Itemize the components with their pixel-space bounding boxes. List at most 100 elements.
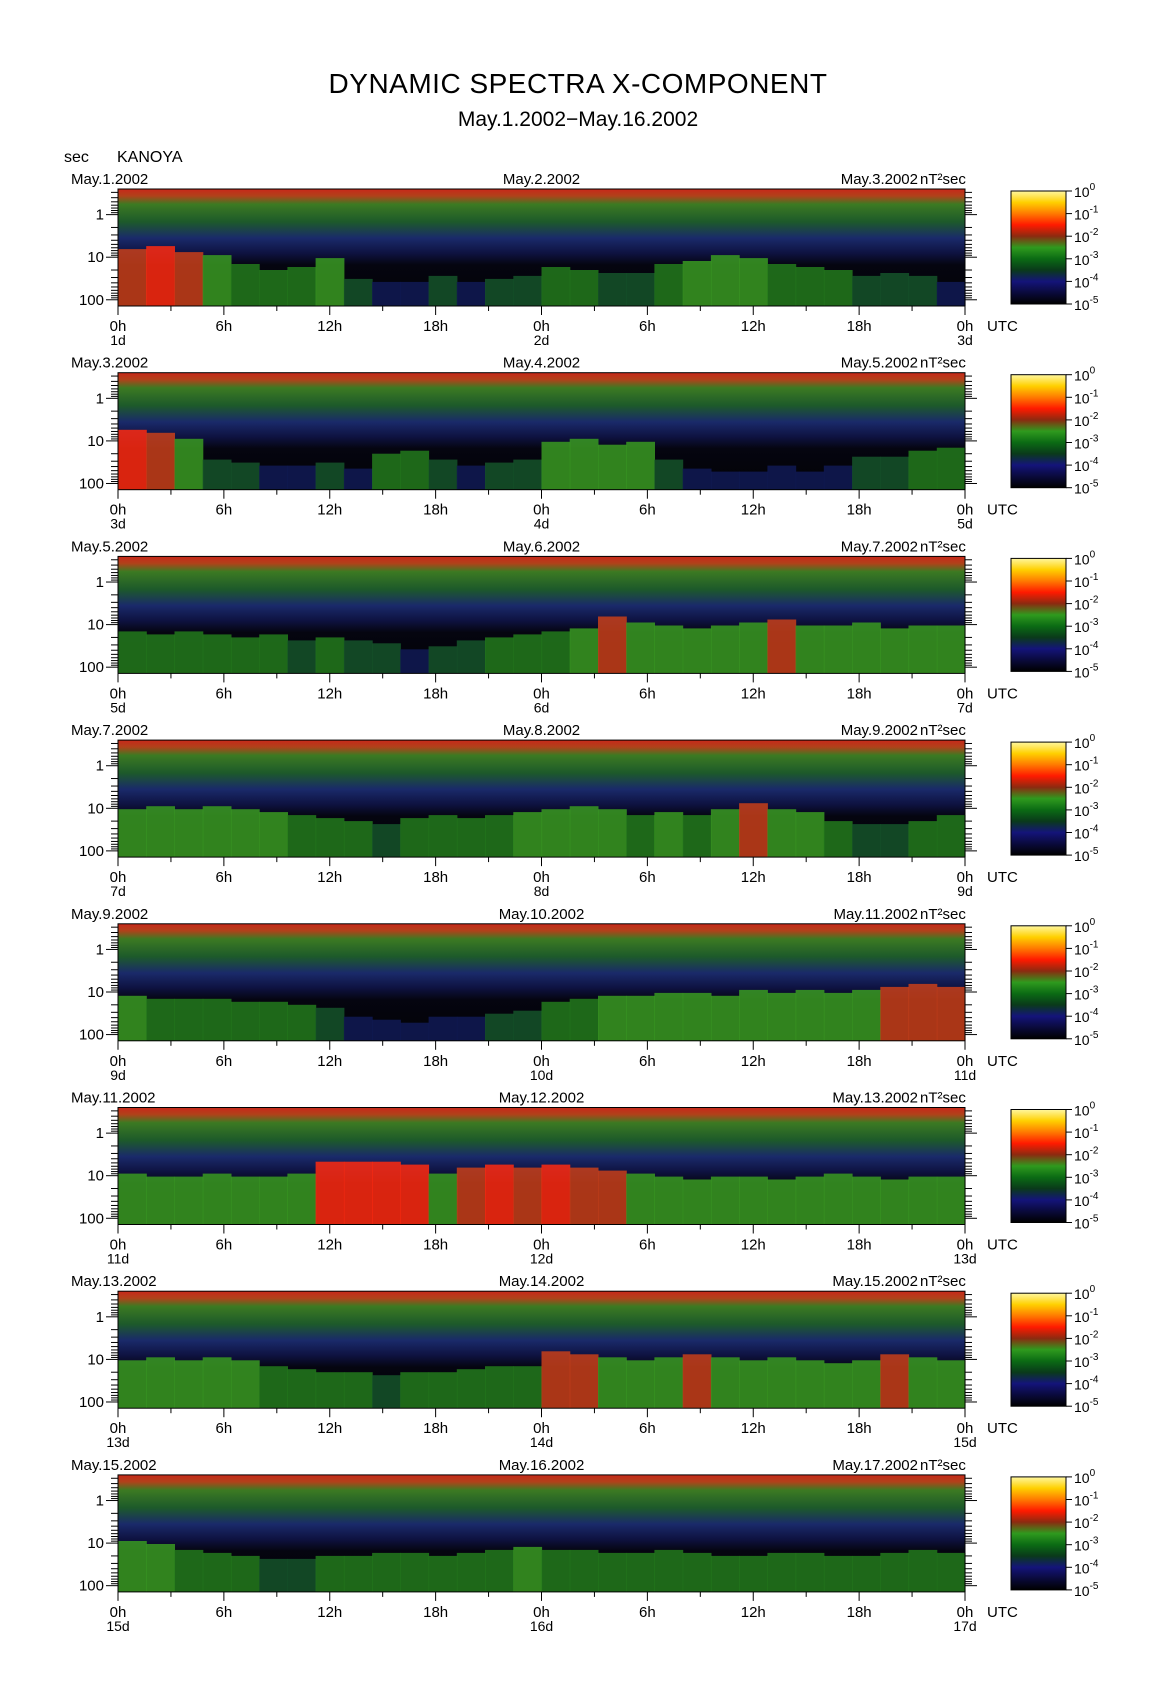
colorbar-tick-label: 10-5 xyxy=(1074,846,1099,864)
activity-cell xyxy=(146,432,175,490)
x-tick-label: 12h xyxy=(741,869,766,886)
x-tick-label: 0h xyxy=(533,1604,550,1621)
chart-subtitle: May.1.2002−May.16.2002 xyxy=(457,108,699,131)
colorbar xyxy=(1010,190,1067,305)
activity-cell xyxy=(936,815,966,858)
activity-cell xyxy=(739,258,768,306)
day-label: 13d xyxy=(953,1251,976,1267)
activity-cell xyxy=(343,821,373,858)
activity-cell xyxy=(202,1173,232,1225)
activity-cell xyxy=(908,625,938,674)
x-tick-label: 0h xyxy=(957,1420,974,1437)
utc-label: UTC xyxy=(987,502,1018,519)
activity-cell xyxy=(541,1001,571,1041)
activity-cell xyxy=(513,1546,543,1592)
activity-cell xyxy=(315,637,345,674)
colorbar-unit-label: nT²sec xyxy=(920,906,966,923)
colorbar-tick-label: 10-3 xyxy=(1074,617,1099,635)
x-tick-label: 12h xyxy=(317,869,342,886)
activity-cell xyxy=(174,438,204,490)
x-tick-label: 0h xyxy=(957,1053,974,1070)
activity-cell xyxy=(230,264,260,306)
colorbar xyxy=(1010,925,1067,1040)
activity-cell xyxy=(118,1173,147,1225)
x-tick-label: 18h xyxy=(847,318,872,335)
activity-cell xyxy=(795,812,825,858)
activity-cell xyxy=(767,264,797,306)
activity-cell xyxy=(908,275,938,306)
day-label: 14d xyxy=(530,1434,553,1450)
activity-cell xyxy=(456,818,486,858)
date-label-left: May.7.2002 xyxy=(71,722,148,739)
colorbar-tick-label: 10-3 xyxy=(1074,1536,1099,1554)
activity-cell xyxy=(174,1176,204,1225)
x-tick-label: 18h xyxy=(423,1053,448,1070)
activity-cell xyxy=(569,1549,599,1592)
x-tick-label: 0h xyxy=(110,1420,127,1437)
colorbar-tick-label: 100 xyxy=(1074,182,1096,200)
activity-cell xyxy=(118,1541,147,1592)
activity-cell xyxy=(739,803,768,858)
y-tick-label: 100 xyxy=(79,843,104,860)
colorbar-tick-label: 10-5 xyxy=(1074,1397,1099,1415)
date-label-left: May.11.2002 xyxy=(71,1090,156,1107)
x-tick-label: 12h xyxy=(317,502,342,519)
y-tick-label: 1 xyxy=(96,207,104,224)
chart-title: DYNAMIC SPECTRA X-COMPONENT xyxy=(328,68,828,99)
spectrogram-panel: 1 10 100 0h 6h 12h 18h 0h 6h 12h 18h 0h UTC 13d 14d 15d… xyxy=(71,1273,1099,1450)
activity-cell xyxy=(682,1354,712,1409)
colorbar-tick-label: 10-1 xyxy=(1074,1307,1099,1325)
activity-cell xyxy=(428,275,458,306)
day-label: 6d xyxy=(534,699,550,715)
colorbar-tick-label: 100 xyxy=(1074,917,1096,935)
day-label: 17d xyxy=(953,1618,976,1634)
activity-cell xyxy=(146,998,175,1041)
activity-cell xyxy=(202,998,232,1041)
activity-cell xyxy=(372,1375,401,1409)
activity-cell xyxy=(908,821,938,858)
activity-cell xyxy=(400,450,430,490)
activity-cell xyxy=(513,459,543,490)
activity-cell xyxy=(739,471,768,490)
day-label: 5d xyxy=(957,516,973,532)
activity-cell xyxy=(372,1019,401,1041)
colorbar-tick-label: 10-4 xyxy=(1074,456,1099,474)
activity-cell xyxy=(343,1555,373,1592)
x-tick-label: 0h xyxy=(110,318,127,335)
colorbar-tick-label: 10-1 xyxy=(1074,1491,1099,1509)
activity-cell xyxy=(146,634,175,674)
colorbar xyxy=(1010,557,1067,672)
day-label: 16d xyxy=(530,1618,553,1634)
activity-cell xyxy=(202,255,232,306)
x-tick-label: 18h xyxy=(423,1604,448,1621)
x-tick-label: 6h xyxy=(639,685,656,702)
colorbar-tick-label: 10-2 xyxy=(1074,227,1099,245)
activity-cell xyxy=(541,809,571,858)
colorbar-tick-label: 10-1 xyxy=(1074,756,1099,774)
activity-cell xyxy=(456,1369,486,1409)
colorbar-tick-label: 10-4 xyxy=(1074,1558,1099,1576)
x-tick-label: 18h xyxy=(423,502,448,519)
colorbar-unit-label: nT²sec xyxy=(920,1090,966,1107)
x-tick-label: 12h xyxy=(741,318,766,335)
activity-cell xyxy=(174,809,204,858)
activity-cell xyxy=(795,625,825,674)
y-tick-label: 10 xyxy=(87,433,104,450)
activity-cell xyxy=(569,270,599,306)
colorbar-tick-label: 10-5 xyxy=(1074,479,1099,497)
activity-cell xyxy=(936,1176,966,1225)
x-tick-label: 6h xyxy=(216,1604,233,1621)
y-tick-label: 10 xyxy=(87,617,104,634)
activity-cell xyxy=(259,1176,288,1225)
activity-cell xyxy=(823,1173,853,1225)
x-tick-label: 0h xyxy=(110,1053,127,1070)
activity-cell xyxy=(880,1179,910,1225)
activity-cell xyxy=(823,1555,853,1592)
colorbar-tick-label: 100 xyxy=(1074,1101,1096,1119)
x-tick-label: 18h xyxy=(423,1420,448,1437)
activity-cell xyxy=(174,1360,204,1409)
activity-cell xyxy=(513,275,543,306)
colorbar-tick-label: 10-1 xyxy=(1074,388,1099,406)
activity-cell xyxy=(767,465,797,490)
activity-cell xyxy=(654,264,684,306)
